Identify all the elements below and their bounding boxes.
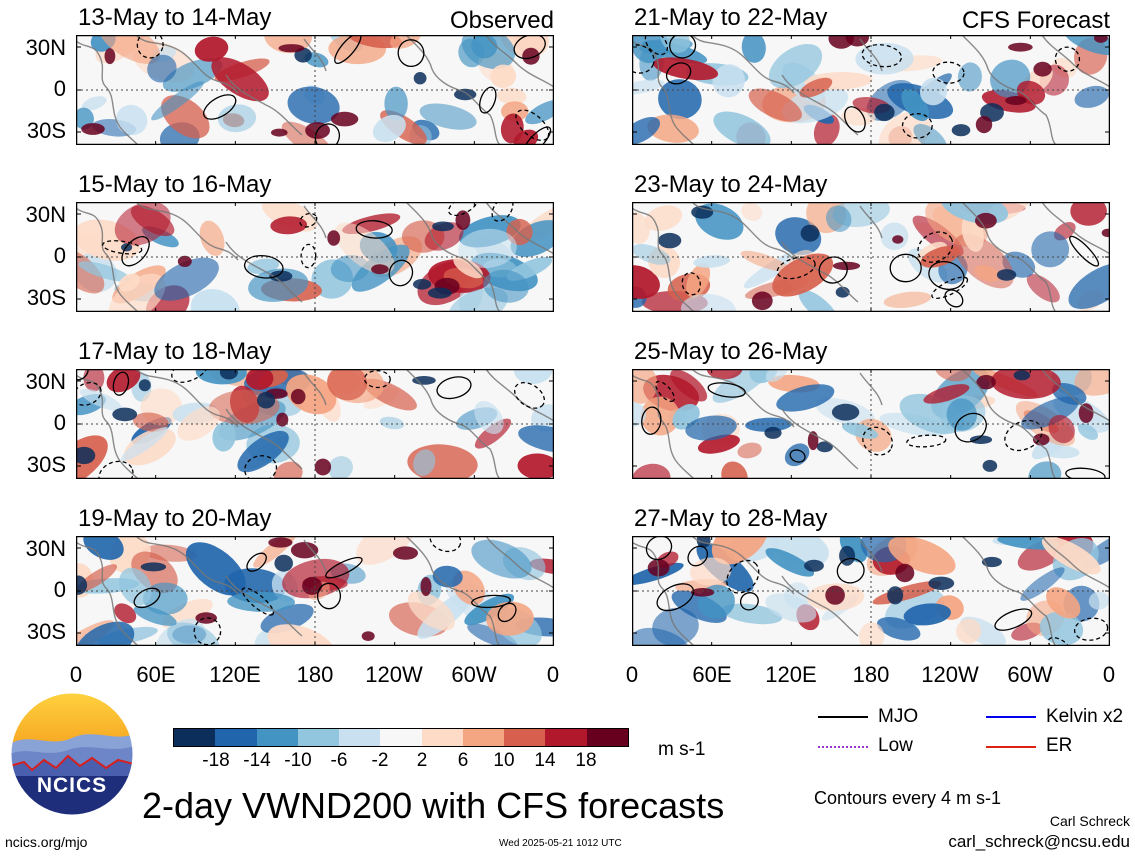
legend-label-mjo: MJO — [878, 706, 919, 727]
lat-label-30s: 30S — [26, 118, 66, 143]
lat-label-30s: 30S — [26, 619, 66, 644]
lat-label-eq: 0 — [53, 76, 66, 101]
lon-label: 60E — [136, 662, 176, 687]
colorbar-tick: 6 — [457, 750, 469, 771]
panel-title-4: 23-May to 24-May — [634, 171, 828, 198]
panel-title-7: 19-May to 20-May — [78, 505, 272, 532]
map-canvas — [632, 369, 1110, 479]
site-url: ncics.org/mjo — [5, 834, 88, 850]
panel-title-1: 13-May to 14-May — [78, 4, 272, 31]
panel-tag-observed: Observed — [449, 7, 554, 34]
map-panel-2 — [632, 35, 1110, 145]
ncics-logo: NCICS — [10, 692, 134, 816]
author: Carl Schreck — [1049, 813, 1130, 829]
lat-label-30s: 30S — [26, 285, 66, 310]
map-panel-7 — [76, 536, 554, 646]
map-panel-6 — [632, 369, 1110, 479]
panel-tag-forecast: CFS Forecast — [961, 7, 1110, 34]
panel-title-3: 15-May to 16-May — [78, 171, 272, 198]
legend-label-low: Low — [878, 735, 913, 756]
legend-label-kelvin: Kelvin x2 — [1046, 706, 1124, 727]
colorbar-units: m s-1 — [658, 739, 706, 760]
panel-title-2: 21-May to 22-May — [634, 4, 828, 31]
legend-line-kelvin — [986, 716, 1036, 718]
lon-label: 60E — [692, 662, 732, 687]
logo-text: NCICS — [36, 774, 108, 797]
lat-label-30n: 30N — [25, 202, 66, 227]
map-canvas — [632, 536, 1110, 646]
lon-label: 60W — [451, 662, 497, 687]
lon-label: 120E — [209, 662, 261, 687]
ncics-logo-graphic — [10, 692, 134, 816]
colorbar-tick: 10 — [493, 750, 515, 771]
colorbar — [173, 728, 629, 747]
main-title: 2-day VWND200 with CFS forecasts — [142, 785, 725, 826]
colorbar-segment — [462, 729, 505, 746]
legend-line-er — [986, 746, 1036, 748]
author-email: carl_schreck@ncsu.edu — [948, 832, 1130, 851]
colorbar-segment — [421, 729, 463, 746]
map-panel-3 — [76, 202, 554, 312]
colorbar-segment — [380, 729, 422, 746]
lon-label: 180 — [852, 662, 890, 687]
contours-note: Contours every 4 m s-1 — [814, 788, 1002, 808]
map-canvas — [76, 369, 554, 479]
colorbar-segment — [174, 729, 216, 746]
map-canvas — [76, 536, 554, 646]
colorbar-tick: 14 — [534, 750, 556, 771]
lon-label: 0 — [625, 662, 639, 687]
panel-title-5: 17-May to 18-May — [78, 338, 272, 365]
lat-label-30n: 30N — [25, 35, 66, 60]
map-panel-8 — [632, 536, 1110, 646]
map-canvas — [76, 35, 554, 145]
lat-label-30n: 30N — [25, 536, 66, 561]
lon-label: 120E — [765, 662, 817, 687]
timestamp: Wed 2025-05-21 1012 UTC — [499, 838, 622, 849]
colorbar-segment — [297, 729, 340, 746]
legend-line-mjo — [818, 716, 868, 718]
colorbar-tick: -14 — [243, 750, 271, 771]
colorbar-segment — [339, 729, 381, 746]
lon-label: 0 — [69, 662, 83, 687]
legend-label-er: ER — [1046, 735, 1073, 756]
colorbar-tick: -6 — [330, 750, 348, 771]
lat-label-eq: 0 — [53, 243, 66, 268]
colorbar-segment — [215, 729, 257, 746]
colorbar-segment — [586, 729, 628, 746]
colorbar-segment — [545, 729, 587, 746]
map-canvas — [632, 202, 1110, 312]
map-panel-1 — [76, 35, 554, 145]
lat-label-eq: 0 — [53, 410, 66, 435]
panel-title-8: 27-May to 28-May — [634, 505, 828, 532]
colorbar-tick: -2 — [371, 750, 389, 771]
colorbar-segment — [504, 729, 546, 746]
map-panel-4 — [632, 202, 1110, 312]
lat-label-30s: 30S — [26, 452, 66, 477]
map-panel-5 — [76, 369, 554, 479]
lon-label: 0 — [1102, 662, 1116, 687]
lon-label: 60W — [1007, 662, 1053, 687]
lat-label-30n: 30N — [25, 369, 66, 394]
colorbar-tick: -18 — [202, 750, 230, 771]
lat-label-eq: 0 — [53, 577, 66, 602]
lon-label: 120W — [365, 662, 423, 687]
lon-label: 120W — [921, 662, 979, 687]
lon-label: 0 — [546, 662, 560, 687]
map-canvas — [76, 202, 554, 312]
legend-line-low — [818, 746, 868, 748]
colorbar-tick: 18 — [575, 750, 597, 771]
colorbar-segment — [256, 729, 298, 746]
colorbar-tick: -10 — [284, 750, 312, 771]
colorbar-tick: 2 — [416, 750, 428, 771]
map-canvas — [632, 35, 1110, 145]
panel-title-6: 25-May to 26-May — [634, 338, 828, 365]
lon-label: 180 — [296, 662, 334, 687]
